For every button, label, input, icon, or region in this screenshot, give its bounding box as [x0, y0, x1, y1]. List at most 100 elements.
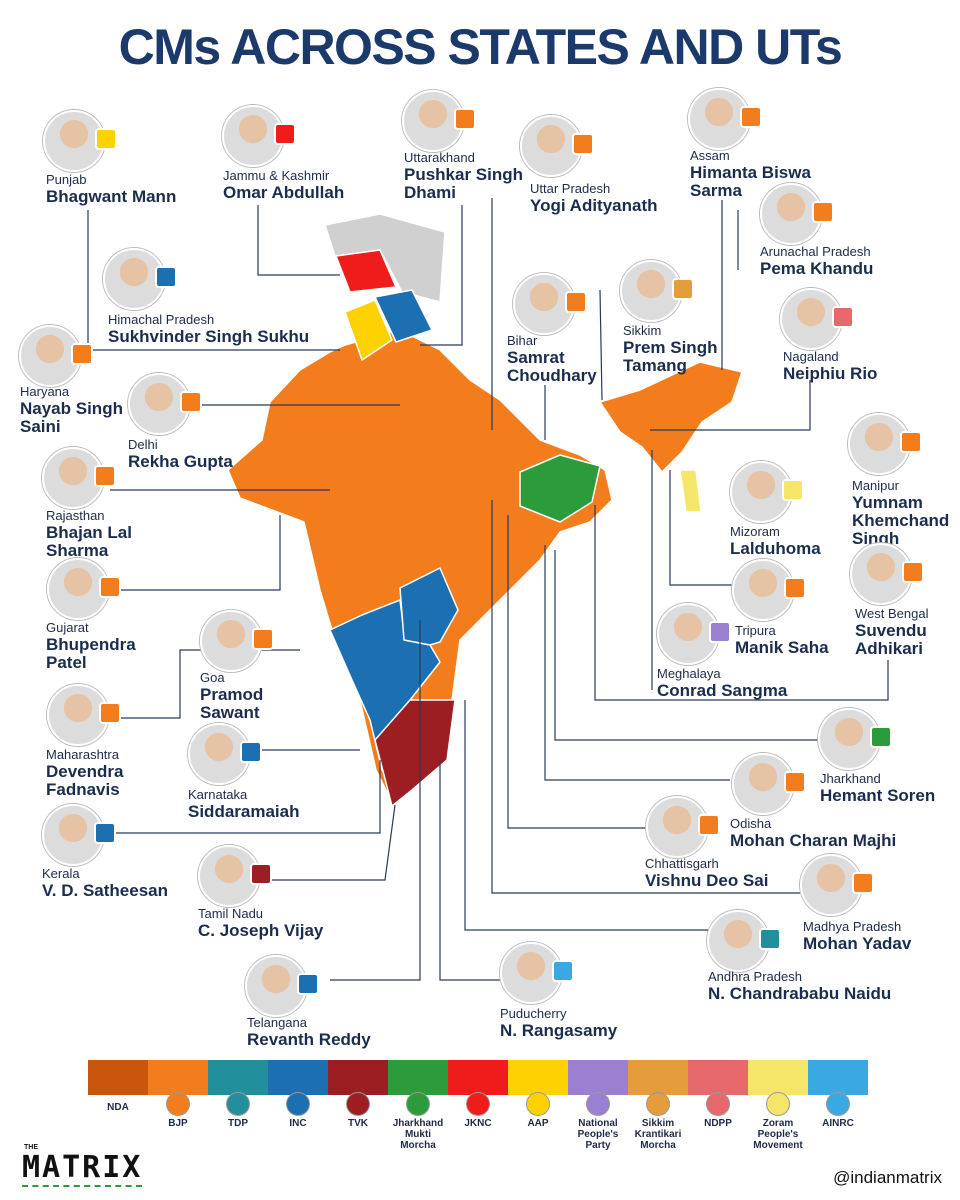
cm-name: Bhupendra Patel — [46, 635, 136, 672]
party-icon — [99, 702, 121, 724]
party-icon — [94, 465, 116, 487]
cm-name: Pema Khandu — [760, 259, 874, 278]
state-label: Bihar — [507, 333, 538, 348]
party-icon — [709, 621, 731, 643]
cm-photo — [245, 955, 307, 1017]
party-icon — [94, 822, 116, 844]
party-icon — [759, 928, 781, 950]
party-icon — [155, 266, 177, 288]
legend-label: National People's Party — [577, 1118, 619, 1151]
state-label: Telangana — [247, 1015, 307, 1030]
title: CMs ACROSS STATES AND UTs — [118, 19, 843, 75]
state-label: Tamil Nadu — [198, 906, 264, 921]
party-icon — [297, 973, 319, 995]
party-icon — [900, 431, 922, 453]
legend-label: BJP — [168, 1118, 188, 1129]
legend-swatch — [268, 1060, 328, 1095]
state-label: Tripura — [735, 623, 776, 638]
party-icon — [250, 863, 272, 885]
legend-label: INC — [289, 1118, 307, 1129]
legend-label: NDPP — [704, 1118, 732, 1129]
cm-name: C. Joseph Vijay — [198, 921, 324, 940]
state-label: Odisha — [730, 816, 772, 831]
legend-swatch — [88, 1060, 148, 1095]
party-icon — [454, 108, 476, 130]
legend-icon — [226, 1092, 250, 1116]
cm-name: V. D. Satheesan — [42, 881, 168, 900]
party-icon — [784, 577, 806, 599]
cm-photo — [47, 684, 109, 746]
state-label: Puducherry — [500, 1006, 567, 1021]
cm-photo — [103, 248, 165, 310]
legend-label: TDP — [228, 1118, 248, 1129]
state-label: West Bengal — [855, 606, 929, 621]
party-icon — [552, 960, 574, 982]
state-label: Goa — [200, 670, 225, 685]
legend-swatch — [508, 1060, 568, 1095]
party-icon — [572, 133, 594, 155]
cm-name: Bhagwant Mann — [46, 187, 177, 206]
party-icon — [240, 741, 262, 763]
cm-photo — [800, 854, 862, 916]
party-icon — [99, 576, 121, 598]
cm-photo — [513, 273, 575, 335]
legend-swatch — [148, 1060, 208, 1095]
cm-name: Samrat Choudhary — [507, 348, 597, 385]
state-label: Rajasthan — [46, 508, 105, 523]
state-label: Andhra Pradesh — [708, 969, 802, 984]
cm-photo — [848, 413, 910, 475]
state-label: Jammu & Kashmir — [223, 168, 330, 183]
state-label: Delhi — [128, 437, 158, 452]
cm-name: Hemant Soren — [820, 786, 936, 805]
legend-swatch — [688, 1060, 748, 1095]
handle: @indianmatrix — [833, 1168, 942, 1187]
party-icon — [95, 128, 117, 150]
state-label: Meghalaya — [657, 666, 721, 681]
cm-photo — [128, 373, 190, 435]
cm-photo — [657, 603, 719, 665]
party-icon — [672, 278, 694, 300]
state-label: Nagaland — [783, 349, 839, 364]
cm-name: Sukhvinder Singh Sukhu — [108, 327, 310, 346]
cm-name: Prem Singh Tamang — [623, 338, 718, 375]
cm-name: Neiphiu Rio — [783, 364, 878, 383]
legend-swatch — [808, 1060, 868, 1095]
legend-swatch — [748, 1060, 808, 1095]
cm-name: Vishnu Deo Sai — [645, 871, 769, 890]
cm-name: Suvendu Adhikari — [855, 621, 927, 658]
legend-swatch — [448, 1060, 508, 1095]
cm-name: Mohan Charan Majhi — [730, 831, 897, 850]
legend-icon — [766, 1092, 790, 1116]
state-label: Haryana — [20, 384, 70, 399]
legend-swatch — [628, 1060, 688, 1095]
state-label: Maharashtra — [46, 747, 119, 762]
cm-photo — [520, 115, 582, 177]
cm-name: N. Rangasamy — [500, 1021, 618, 1040]
cm-photo — [688, 88, 750, 150]
legend-icon — [586, 1092, 610, 1116]
cm-photo — [47, 558, 109, 620]
brand-small: THE — [24, 1144, 38, 1151]
party-icon — [740, 106, 762, 128]
legend-label: Zoram People's Movement — [753, 1118, 803, 1151]
legend-label: NDA — [107, 1102, 129, 1113]
party-icon — [812, 201, 834, 223]
cm-name: Manik Saha — [735, 638, 829, 657]
cm-name: Revanth Reddy — [247, 1030, 371, 1049]
cm-name: Devendra Fadnavis — [46, 762, 124, 799]
state-label: Uttar Pradesh — [530, 181, 611, 196]
cm-photo — [200, 610, 262, 672]
cm-name: Rekha Gupta — [128, 452, 233, 471]
cm-name: Nayab Singh Saini — [20, 399, 123, 436]
party-icon — [274, 123, 296, 145]
state-label: Assam — [690, 148, 730, 163]
party-icon — [852, 872, 874, 894]
cm-name: N. Chandrababu Naidu — [708, 984, 892, 1003]
party-icon — [832, 306, 854, 328]
legend-label: AINRC — [822, 1118, 854, 1129]
legend-swatch — [388, 1060, 448, 1095]
legend-label: JKNC — [464, 1118, 492, 1129]
legend-swatch — [208, 1060, 268, 1095]
state-label: Chhattisgarh — [645, 856, 719, 871]
